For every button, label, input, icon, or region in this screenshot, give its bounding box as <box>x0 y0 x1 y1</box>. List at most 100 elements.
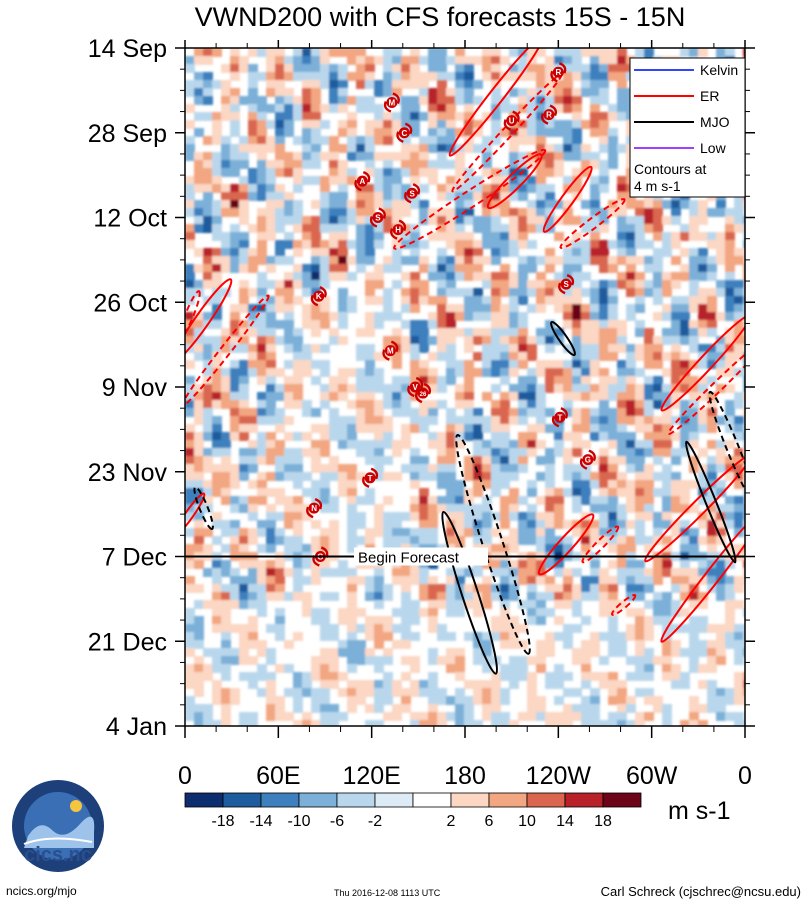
field-cell <box>446 656 456 665</box>
field-cell <box>185 360 195 369</box>
field-cell <box>518 312 528 321</box>
field-cell <box>302 72 312 81</box>
field-cell <box>734 208 744 217</box>
field-cell <box>446 568 456 577</box>
field-cell <box>194 344 204 353</box>
field-cell <box>464 264 474 273</box>
field-cell <box>203 160 213 169</box>
field-cell <box>518 176 528 185</box>
field-cell <box>536 600 546 609</box>
field-cell <box>275 448 285 457</box>
field-cell <box>725 280 735 289</box>
field-cell <box>365 496 375 505</box>
field-cell <box>365 680 375 689</box>
field-cell <box>590 592 600 601</box>
field-cell <box>311 80 321 89</box>
field-cell <box>617 88 627 97</box>
field-cell <box>671 648 681 657</box>
storm-swirl <box>306 497 323 519</box>
field-cell <box>203 280 213 289</box>
field-cell <box>311 152 321 161</box>
field-cell <box>203 600 213 609</box>
field-cell <box>203 704 213 713</box>
field-cell <box>581 664 591 673</box>
field-cell <box>329 312 339 321</box>
field-cell <box>365 576 375 585</box>
field-cell <box>707 256 717 265</box>
field-cell <box>617 392 627 401</box>
field-cell <box>635 368 645 377</box>
field-cell <box>707 232 717 241</box>
field-cell <box>239 536 249 545</box>
field-cell <box>626 312 636 321</box>
field-cell <box>545 160 555 169</box>
field-cell <box>563 152 573 161</box>
field-cell <box>455 272 465 281</box>
field-cell <box>500 576 510 585</box>
field-cell <box>383 160 393 169</box>
field-cell <box>491 360 501 369</box>
field-cell <box>221 232 231 241</box>
field-cell <box>518 656 528 665</box>
field-cell <box>572 608 582 617</box>
field-cell <box>554 48 564 57</box>
field-cell <box>680 496 690 505</box>
field-cell <box>491 624 501 633</box>
field-cell <box>698 208 708 217</box>
field-cell <box>302 576 312 585</box>
field-cell <box>365 408 375 417</box>
field-cell <box>194 544 204 553</box>
field-cell <box>257 664 267 673</box>
field-cell <box>617 64 627 73</box>
field-cell <box>338 616 348 625</box>
field-cell <box>410 320 420 329</box>
field-cell <box>347 576 357 585</box>
field-cell <box>482 224 492 233</box>
field-cell <box>275 568 285 577</box>
field-cell <box>428 648 438 657</box>
field-cell <box>626 344 636 353</box>
field-cell <box>401 376 411 385</box>
field-cell <box>221 664 231 673</box>
field-cell <box>365 328 375 337</box>
field-cell <box>707 288 717 297</box>
field-cell <box>221 184 231 193</box>
field-cell <box>266 400 276 409</box>
field-cell <box>536 288 546 297</box>
field-cell <box>464 120 474 129</box>
field-cell <box>185 704 195 713</box>
field-cell <box>338 608 348 617</box>
field-cell <box>365 184 375 193</box>
field-cell <box>311 568 321 577</box>
field-cell <box>689 264 699 273</box>
field-cell <box>509 392 519 401</box>
field-cell <box>266 352 276 361</box>
field-cell <box>374 640 384 649</box>
field-cell <box>410 496 420 505</box>
footer-link[interactable]: ncics.org/mjo <box>6 884 77 898</box>
field-cell <box>203 568 213 577</box>
field-cell <box>212 128 222 137</box>
colorbar-swatch <box>450 792 490 808</box>
field-cell <box>491 216 501 225</box>
field-cell <box>491 408 501 417</box>
field-cell <box>455 512 465 521</box>
field-cell <box>257 576 267 585</box>
field-cell <box>680 624 690 633</box>
field-cell <box>707 416 717 425</box>
field-cell <box>527 584 537 593</box>
field-cell <box>347 616 357 625</box>
field-cell <box>725 600 735 609</box>
field-cell <box>239 328 249 337</box>
field-cell <box>545 640 555 649</box>
field-cell <box>257 336 267 345</box>
field-cell <box>392 472 402 481</box>
field-cell <box>320 480 330 489</box>
field-cell <box>482 328 492 337</box>
storm-label: T <box>368 474 373 483</box>
field-cell <box>518 264 528 273</box>
wind-anomaly-field <box>185 48 745 726</box>
field-cell <box>437 656 447 665</box>
field-cell <box>311 304 321 313</box>
field-cell <box>698 392 708 401</box>
